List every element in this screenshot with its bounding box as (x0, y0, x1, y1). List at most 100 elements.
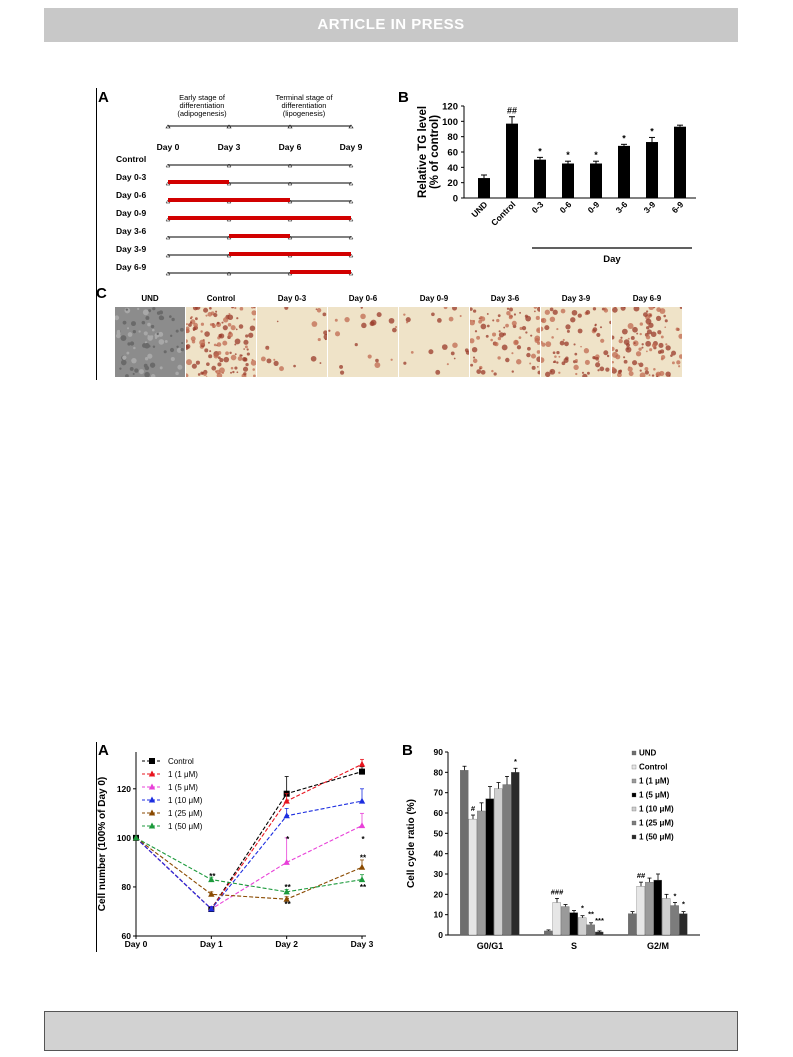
row-label-day-3-6: Day 3-6 (116, 226, 147, 236)
x-tick-label-control: Control (489, 199, 517, 227)
legend-marker (148, 796, 156, 803)
stained-lipid (646, 310, 649, 313)
stained-lipid (610, 335, 615, 340)
stained-lipid (194, 317, 198, 321)
stained-lipid (565, 356, 569, 361)
stained-lipid (203, 307, 209, 313)
stained-lipid (211, 323, 216, 329)
y-tick-label: 30 (434, 869, 444, 879)
article-in-press-banner: ARTICLE IN PRESS (44, 8, 738, 42)
data-point (132, 834, 140, 841)
x-tick-label-6-9: 6-9 (670, 199, 686, 215)
fig2-panel-a-label: A (98, 742, 109, 759)
stained-lipid (526, 352, 531, 358)
stained-lipid (649, 348, 653, 352)
stained-lipid (540, 318, 545, 323)
stained-lipid (344, 316, 350, 323)
stained-lipid (551, 336, 554, 339)
stained-lipid (658, 342, 664, 348)
y-tick-label: 10 (434, 910, 444, 920)
bar-g2-m-1-10-m (662, 898, 671, 936)
stained-lipid (556, 350, 560, 355)
stained-lipid (627, 323, 634, 329)
stained-lipid (566, 329, 570, 333)
data-point (359, 768, 365, 775)
legend-entry-1-50-m: 1 (50 μM) (142, 822, 203, 831)
stained-lipid (596, 332, 601, 337)
bar-g2-m-und (628, 913, 637, 936)
stained-lipid (621, 328, 628, 335)
cell-texture (129, 341, 135, 346)
legend-swatch (631, 806, 637, 812)
timeline-tick (165, 163, 171, 168)
y-axis-label: Cell cycle ratio (%) (406, 799, 417, 888)
stained-lipid (323, 330, 328, 336)
stained-lipid (533, 305, 538, 309)
stained-lipid (497, 336, 502, 341)
legend-label: Control (168, 757, 194, 766)
stained-lipid (253, 306, 256, 309)
stained-lipid (237, 356, 243, 361)
stained-lipid (222, 340, 228, 346)
timeline-row-day-0-9 (165, 216, 354, 222)
stained-lipid (565, 324, 571, 330)
stained-lipid (594, 324, 597, 327)
stained-lipid (646, 350, 648, 353)
stained-lipid (643, 312, 648, 318)
bar-s-1-10-m (578, 917, 587, 936)
stained-lipid (599, 366, 605, 372)
legend-swatch (631, 834, 637, 840)
stained-lipid (559, 340, 565, 346)
legend-marker (148, 770, 156, 777)
stained-lipid (664, 319, 668, 323)
stained-lipid (207, 341, 210, 344)
stained-lipid (234, 353, 237, 356)
stained-lipid (573, 343, 576, 346)
stained-lipid (646, 326, 650, 330)
significance-mark: * (514, 757, 517, 766)
stained-lipid (518, 336, 522, 339)
stained-lipid (628, 371, 634, 377)
stained-lipid (450, 351, 455, 356)
stained-lipid (273, 358, 276, 361)
cell-texture (177, 364, 183, 370)
cell-texture (127, 342, 131, 346)
stained-lipid (479, 367, 482, 370)
stained-lipid (229, 351, 232, 355)
significance-mark: ** (360, 883, 367, 892)
stained-lipid (472, 358, 478, 364)
stained-lipid (374, 362, 381, 368)
y-tick-label: 120 (442, 102, 458, 113)
micrograph-label-control: Control (206, 294, 236, 303)
timeline-row-day-0-3 (165, 180, 354, 186)
stained-lipid (632, 326, 638, 333)
timeline-tick (287, 163, 293, 168)
stained-lipid (486, 313, 489, 315)
stained-lipid (623, 359, 628, 364)
stained-lipid (575, 372, 578, 376)
legend-entry-1-25-m: 1 (25 μM) (631, 819, 674, 828)
legend-entry-1-1-m: 1 (1 μM) (142, 770, 198, 779)
data-point (208, 905, 215, 912)
stained-lipid (632, 360, 638, 366)
stained-lipid (627, 337, 630, 340)
stained-lipid (392, 327, 397, 333)
stained-lipid (612, 307, 618, 313)
stained-lipid (529, 362, 532, 365)
cell-texture (130, 321, 136, 327)
panel-a-label: A (98, 89, 109, 106)
stained-lipid (225, 351, 229, 356)
bar-0-6 (562, 163, 574, 198)
stained-lipid (437, 318, 442, 323)
stained-lipid (638, 362, 644, 368)
cell-texture (143, 331, 148, 336)
stained-lipid (644, 370, 649, 375)
significance-mark: * (622, 133, 626, 143)
y-tick-label: 60 (122, 931, 132, 941)
stained-lipid (549, 307, 554, 312)
stained-lipid (319, 362, 322, 365)
legend-entry-control: Control (631, 763, 667, 772)
stained-lipid (637, 362, 640, 365)
timeline-row-day-6-9 (165, 270, 354, 276)
timeline-tick (165, 271, 171, 276)
